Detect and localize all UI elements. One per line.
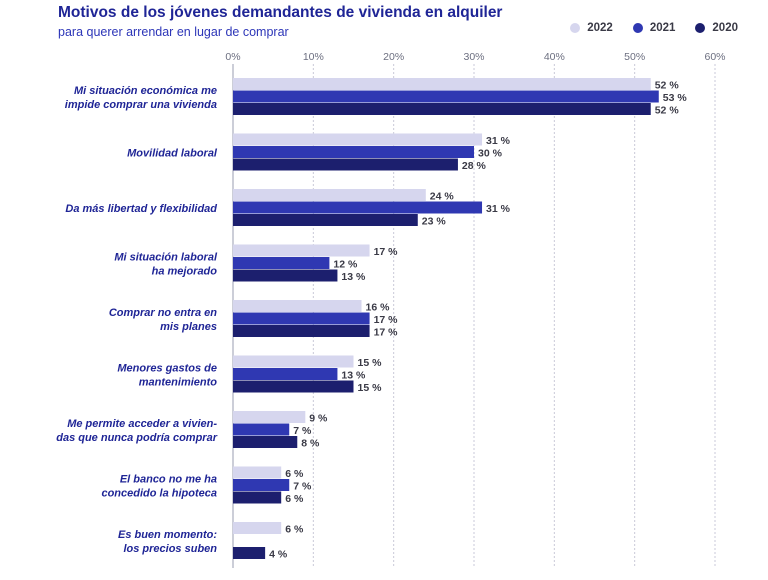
value-label-2021-4: 12 % xyxy=(333,258,358,270)
value-label-2020-8: 6 % xyxy=(285,493,304,505)
value-label-2020-1: 52 % xyxy=(655,104,680,116)
tick-label-20: 20% xyxy=(383,51,404,63)
bar-2020-6 xyxy=(233,380,354,393)
bar-2022-1 xyxy=(233,78,651,90)
bar-2022-6 xyxy=(233,355,354,368)
bar-2021-4 xyxy=(233,257,330,269)
value-label-2022-2: 31 % xyxy=(486,135,511,147)
value-label-2020-5: 17 % xyxy=(374,326,399,338)
chart-subtitle: para querer arrendar en lugar de comprar xyxy=(58,25,289,39)
value-label-2020-4: 13 % xyxy=(341,271,366,283)
value-label-2022-9: 6 % xyxy=(285,523,304,535)
bar-2022-3 xyxy=(233,189,426,201)
bar-2021-1 xyxy=(233,90,659,103)
legend-swatch-2020 xyxy=(695,23,706,33)
category-label-7: Me permite acceder a vivien-das que nunc… xyxy=(56,418,217,444)
value-label-2022-7: 9 % xyxy=(309,412,328,424)
value-label-2021-7: 7 % xyxy=(293,425,312,437)
bar-2020-3 xyxy=(233,214,418,226)
value-label-2021-5: 17 % xyxy=(374,314,399,326)
tick-label-0: 0% xyxy=(225,51,240,63)
legend-label-2022: 2022 xyxy=(587,22,613,34)
bar-2021-5 xyxy=(233,312,370,325)
legend-swatch-2021 xyxy=(632,23,643,33)
value-label-2020-6: 15 % xyxy=(358,382,383,394)
tick-label-40: 40% xyxy=(544,51,565,63)
value-label-2021-8: 7 % xyxy=(293,480,312,492)
bar-2022-8 xyxy=(233,466,282,479)
legend-label-2020: 2020 xyxy=(712,22,738,34)
bar-2021-7 xyxy=(233,423,290,436)
tick-label-10: 10% xyxy=(303,51,324,63)
value-label-2022-6: 15 % xyxy=(358,357,383,369)
bar-2020-9 xyxy=(233,547,266,559)
bar-2020-2 xyxy=(233,158,458,171)
legend-item-2022: 2022 xyxy=(570,22,613,34)
bar-2022-7 xyxy=(233,411,306,423)
category-label-1: Mi situación económica me impide comprar … xyxy=(65,85,217,111)
legend-item-2021: 2021 xyxy=(632,22,676,34)
bar-2022-2 xyxy=(233,133,483,146)
value-label-2022-1: 52 % xyxy=(655,79,680,91)
bar-2022-9 xyxy=(233,522,282,534)
bar-2021-2 xyxy=(233,146,474,158)
bar-2020-5 xyxy=(233,325,370,337)
bar-2021-8 xyxy=(233,479,290,491)
bar-2021-3 xyxy=(233,201,483,214)
bar-2020-7 xyxy=(233,436,298,448)
value-label-2020-3: 23 % xyxy=(422,215,447,227)
category-label-5: Comprar no entra en mis planes xyxy=(109,307,217,333)
bar-2022-4 xyxy=(233,244,370,257)
bar-2022-5 xyxy=(233,300,362,312)
value-label-2021-6: 13 % xyxy=(341,369,366,381)
tick-label-30: 30% xyxy=(463,51,484,63)
legend-swatch-2022 xyxy=(570,23,581,33)
value-label-2022-4: 17 % xyxy=(374,246,399,258)
tick-label-60: 60% xyxy=(704,51,725,63)
value-label-2021-3: 31 % xyxy=(486,203,511,215)
value-label-2022-8: 6 % xyxy=(285,468,304,480)
bar-2021-6 xyxy=(233,368,338,380)
category-label-4: Mi situación laboral ha mejorado xyxy=(114,251,218,277)
category-label-2: Movilidad laboral xyxy=(127,147,218,159)
bar-2020-8 xyxy=(233,491,282,504)
value-label-2021-1: 53 % xyxy=(663,92,688,104)
chart-title: Motivos de los jóvenes demandantes de vi… xyxy=(58,4,503,21)
category-label-6: Menores gastos de mantenimiento xyxy=(117,362,217,388)
legend-item-2020: 2020 xyxy=(695,22,738,34)
category-label-3: Da más libertad y flexibilidad xyxy=(65,203,217,215)
value-label-2020-7: 8 % xyxy=(301,437,320,449)
value-label-2022-5: 16 % xyxy=(366,301,391,313)
value-label-2021-2: 30 % xyxy=(478,147,503,159)
category-label-9: Es buen momento: los precios suben xyxy=(118,529,217,555)
value-label-2020-2: 28 % xyxy=(462,160,487,172)
legend-label-2021: 2021 xyxy=(649,22,676,34)
legend: 2022 2021 2020 xyxy=(570,22,738,34)
bar-2020-1 xyxy=(233,103,651,115)
value-label-2022-3: 24 % xyxy=(430,190,455,202)
category-label-8: El banco no me ha concedido la hipoteca xyxy=(101,473,217,499)
tick-label-50: 50% xyxy=(624,51,645,63)
bar-2020-4 xyxy=(233,269,338,282)
value-label-2020-9: 4 % xyxy=(269,548,288,560)
